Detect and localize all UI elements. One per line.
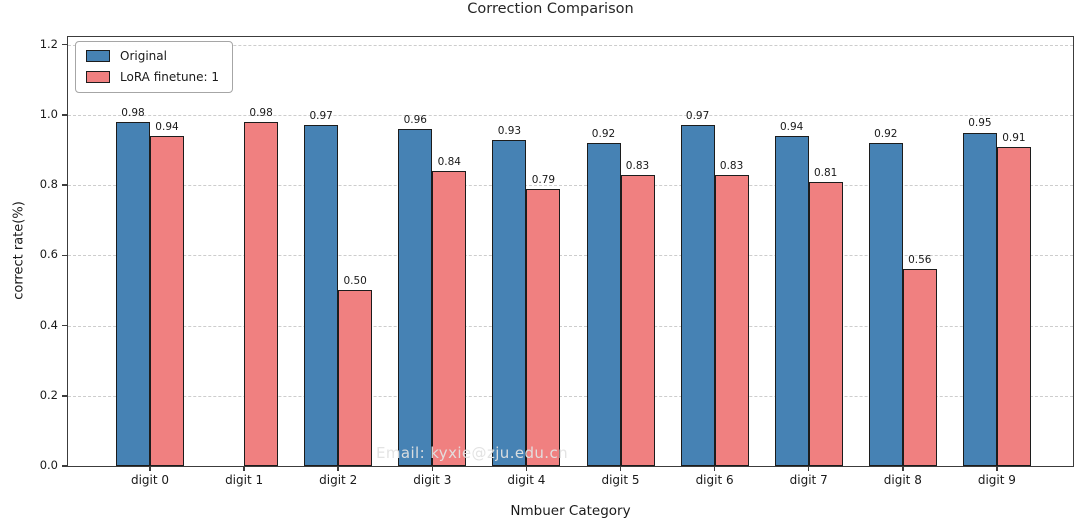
x-tick-label: digit 6 (695, 473, 734, 487)
y-tick-mark (62, 465, 67, 467)
x-tick-mark (149, 466, 151, 471)
x-tick-label: digit 9 (977, 473, 1016, 487)
x-tick-mark (525, 466, 528, 471)
bar-value-label: 0.91 (1002, 131, 1026, 144)
y-tick-mark (62, 254, 67, 257)
chart-title: Correction Comparison (467, 1, 634, 17)
x-tick-label: digit 4 (507, 473, 546, 487)
x-tick-label: digit 8 (883, 473, 922, 487)
gridline (68, 114, 1073, 116)
bar-original-digit-6 (680, 125, 715, 466)
y-tick-label: 0.6 (39, 247, 58, 262)
gridline (68, 44, 1073, 46)
y-tick-label: 0.0 (39, 458, 58, 472)
bar-value-label: 0.97 (309, 110, 333, 123)
x-tick-mark (619, 466, 622, 471)
y-tick-label: 0.8 (39, 177, 58, 192)
y-tick-label: 0.4 (39, 317, 58, 332)
x-tick-label: digit 3 (413, 473, 452, 487)
y-tick-label: 0.2 (39, 387, 58, 402)
x-tick-label: digit 1 (225, 473, 264, 487)
bar-value-label: 0.93 (497, 124, 522, 137)
y-tick-label: 1.2 (39, 36, 58, 51)
bar-value-label: 0.96 (403, 113, 427, 126)
gridline (68, 255, 1073, 257)
bar-original-digit-5 (586, 143, 621, 466)
x-tick-mark (431, 466, 434, 471)
bar-value-label: 0.92 (591, 128, 616, 141)
bar-original-digit-8 (868, 143, 903, 466)
bar-original-digit-4 (492, 139, 527, 466)
bar-lora-finetune-1-digit-0 (150, 136, 184, 466)
bar-lora-finetune-1-digit-8 (902, 269, 937, 466)
bar-lora-finetune-1-digit-7 (808, 181, 843, 466)
bar-value-label: 0.79 (531, 173, 556, 186)
bar-lora-finetune-1-digit-4 (526, 188, 561, 466)
gridline (68, 395, 1073, 397)
x-tick-mark (996, 466, 998, 471)
bar-value-label: 0.84 (437, 156, 461, 169)
bar-lora-finetune-1-digit-2 (338, 290, 373, 466)
bar-value-label: 0.92 (874, 128, 898, 141)
x-tick-mark (337, 466, 339, 471)
x-tick-label: digit 7 (789, 473, 828, 487)
bar-original-digit-2 (304, 125, 339, 466)
legend-swatch-lora (86, 71, 110, 83)
x-tick-mark (243, 466, 245, 471)
legend-label-original: Original (120, 49, 167, 63)
email-watermark: Email: kyxie@zju.edu.cn (376, 444, 569, 462)
x-axis-label: Nmbuer Category (510, 503, 631, 519)
gridline (68, 325, 1073, 327)
gridline (68, 185, 1073, 187)
x-tick-label: digit 2 (319, 473, 358, 487)
bar-lora-finetune-1-digit-5 (620, 174, 655, 466)
bar-value-label: 0.98 (121, 106, 145, 119)
bar-value-label: 0.94 (779, 121, 804, 133)
bar-value-label: 0.94 (155, 121, 179, 133)
bar-value-label: 0.56 (908, 254, 932, 267)
x-tick-mark (902, 466, 904, 471)
x-tick-mark (807, 466, 810, 471)
bar-original-digit-7 (774, 136, 809, 466)
plot-area: Original LoRA finetune: 1 0.98 0.97 0.96 0.… (66, 35, 1074, 467)
legend: Original LoRA finetune: 1 (75, 41, 234, 93)
x-tick-mark (713, 466, 716, 471)
legend-item-lora: LoRA finetune: 1 (86, 70, 219, 84)
y-tick-mark (62, 114, 67, 116)
bar-value-label: 0.98 (249, 106, 273, 119)
bar-lora-finetune-1-digit-6 (714, 174, 749, 466)
bar-value-label: 0.50 (343, 275, 367, 288)
bar-original-digit-9 (962, 132, 997, 466)
x-tick-label: digit 5 (601, 473, 640, 487)
y-tick-label: 1.0 (39, 106, 58, 121)
y-tick-mark (62, 395, 67, 397)
x-tick-label: digit 0 (130, 473, 170, 487)
bar-value-label: 0.83 (719, 159, 744, 172)
y-tick-mark (62, 43, 67, 46)
bar-original-digit-3 (398, 128, 433, 466)
bar-value-label: 0.83 (625, 159, 650, 172)
bar-lora-finetune-1-digit-3 (432, 171, 467, 466)
bar-value-label: 0.95 (968, 117, 992, 130)
bar-lora-finetune-1-digit-9 (996, 146, 1031, 466)
legend-label-lora: LoRA finetune: 1 (120, 70, 220, 84)
bar-original-digit-0 (116, 121, 150, 466)
bar-lora-finetune-1-digit-1 (244, 121, 279, 466)
bar-value-label: 0.81 (813, 166, 838, 179)
y-tick-mark (62, 184, 67, 186)
legend-item-original: Original (86, 49, 219, 63)
bar-value-label: 0.97 (685, 110, 710, 123)
y-tick-mark (62, 324, 67, 327)
legend-swatch-original (86, 50, 110, 62)
